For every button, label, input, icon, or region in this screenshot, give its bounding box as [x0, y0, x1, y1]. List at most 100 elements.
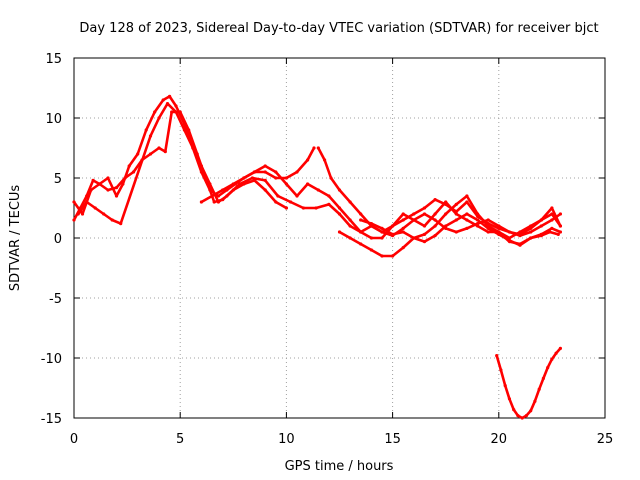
data-point	[539, 218, 543, 222]
data-point	[153, 110, 157, 114]
data-point	[518, 230, 522, 234]
data-point	[454, 212, 458, 216]
data-point	[274, 170, 278, 174]
data-point	[148, 134, 153, 138]
y-axis-label: SDTVAR / TECUs	[8, 185, 23, 292]
data-point	[91, 178, 95, 182]
data-point	[102, 212, 106, 216]
data-point	[391, 254, 395, 258]
series-line-track-8	[495, 347, 562, 420]
x-tick-label: 20	[491, 432, 508, 447]
data-point	[529, 230, 533, 234]
data-point	[539, 232, 543, 236]
data-point	[121, 182, 125, 186]
data-point	[76, 212, 80, 216]
data-point	[174, 110, 178, 114]
data-point	[89, 188, 93, 192]
data-point	[422, 224, 427, 228]
data-point	[486, 218, 490, 222]
data-point	[199, 164, 203, 168]
data-point	[550, 357, 554, 361]
data-point	[422, 232, 427, 236]
data-point	[216, 194, 220, 198]
y-tick-label: 0	[54, 232, 62, 247]
data-point	[518, 243, 522, 247]
data-point	[391, 224, 395, 228]
data-point	[422, 240, 427, 244]
data-point	[454, 202, 458, 206]
data-point	[444, 224, 448, 228]
data-point	[412, 236, 416, 240]
data-point	[157, 146, 161, 150]
data-point	[497, 226, 501, 230]
data-point	[359, 212, 363, 216]
data-point	[539, 224, 543, 228]
data-point	[369, 236, 373, 240]
data-point	[558, 230, 563, 234]
data-point	[276, 194, 280, 198]
data-point	[348, 224, 352, 228]
data-point	[144, 128, 148, 132]
data-point	[284, 206, 288, 210]
data-point	[97, 182, 102, 186]
data-point	[499, 368, 503, 372]
y-tick-label: -10	[41, 352, 62, 367]
axis-ticks: 0 5 10 15 20 25 -15 -10 -5 0 5 10 15	[41, 52, 614, 447]
data-point	[168, 94, 172, 98]
data-point	[507, 397, 511, 401]
data-point	[323, 158, 327, 162]
data-point	[263, 178, 267, 182]
data-point	[208, 182, 212, 186]
grid	[74, 58, 605, 418]
data-point	[316, 188, 320, 192]
x-tick-label: 5	[176, 432, 184, 447]
data-point	[174, 104, 178, 108]
data-point	[412, 212, 416, 216]
data-point	[119, 222, 123, 226]
data-point	[337, 230, 342, 234]
data-point	[337, 206, 342, 210]
data-point	[401, 230, 405, 234]
data-point	[359, 230, 363, 234]
x-tick-label: 15	[384, 432, 401, 447]
data-point	[263, 188, 267, 192]
series-group	[72, 94, 563, 420]
data-point	[165, 102, 170, 106]
data-point	[433, 212, 437, 216]
data-point	[533, 399, 537, 403]
data-point	[306, 158, 310, 162]
data-point	[131, 170, 136, 174]
data-point	[401, 226, 405, 230]
data-point	[85, 200, 89, 204]
y-tick-label: -5	[49, 292, 62, 307]
y-tick-label: -15	[41, 412, 62, 427]
data-point	[359, 242, 363, 246]
x-axis-label: GPS time / hours	[285, 459, 394, 474]
data-point	[369, 248, 373, 252]
data-point	[541, 376, 546, 380]
data-point	[454, 218, 458, 222]
data-point	[465, 218, 469, 222]
data-point	[72, 200, 76, 204]
data-point	[306, 182, 310, 186]
x-tick-label: 25	[597, 432, 614, 447]
data-point	[163, 150, 167, 154]
data-point	[295, 170, 299, 174]
data-point	[301, 206, 305, 210]
data-point	[348, 236, 352, 240]
data-point	[476, 212, 480, 216]
data-point	[556, 232, 560, 236]
data-point	[518, 234, 522, 238]
x-tick-label: 0	[70, 432, 78, 447]
data-point	[106, 188, 110, 192]
chart-title: Day 128 of 2023, Sidereal Day-to-day VTE…	[79, 21, 598, 36]
data-point	[529, 224, 533, 228]
data-point	[422, 206, 427, 210]
data-point	[380, 236, 384, 240]
data-point	[212, 200, 216, 204]
series-line-track-7	[359, 212, 562, 247]
data-point	[550, 206, 554, 210]
data-point	[444, 212, 448, 216]
data-point	[495, 354, 499, 358]
data-point	[546, 366, 550, 370]
